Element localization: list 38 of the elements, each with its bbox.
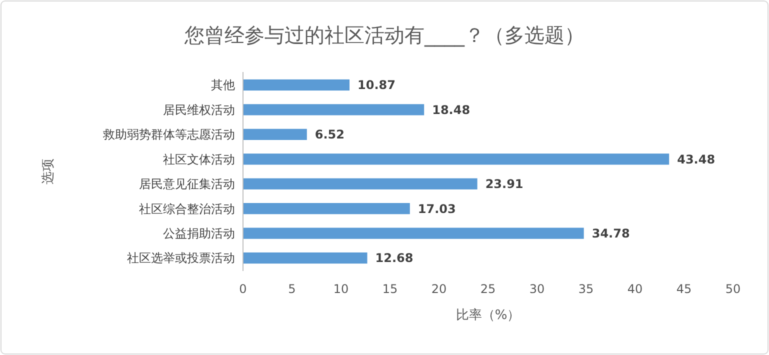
data-label: 43.48: [677, 152, 716, 166]
data-label: 23.91: [485, 177, 524, 192]
bar: [243, 203, 410, 214]
chart-title: 您曾经参与过的社区活动有____？（多选题）: [184, 23, 584, 47]
x-tick-label: 25: [480, 282, 496, 296]
y-tick-label: 社区文体活动: [163, 152, 235, 166]
bar: [243, 228, 584, 239]
x-tick-label: 40: [627, 282, 643, 296]
x-tick-label: 15: [382, 282, 398, 296]
x-tick-label: 10: [333, 282, 349, 296]
data-label: 10.87: [358, 78, 396, 92]
bar: [243, 178, 478, 190]
data-label: 17.03: [418, 202, 456, 216]
y-tick-label: 其他: [211, 78, 235, 92]
x-tick-label: 5: [288, 282, 296, 296]
y-axis-title: 选项: [41, 158, 56, 184]
y-tick-label: 救助弱势群体等志愿活动: [102, 128, 235, 142]
data-label: 12.68: [375, 251, 414, 266]
x-tick-label: 45: [676, 282, 692, 296]
x-tick-label: 35: [578, 282, 594, 296]
x-axis-title: 比率（%）: [456, 307, 520, 323]
data-label: 18.48: [432, 102, 470, 117]
y-tick-label: 社区选举或投票活动: [127, 251, 235, 266]
data-label: 6.52: [314, 128, 345, 142]
bar: [243, 79, 350, 91]
x-tick-label: 30: [529, 282, 545, 296]
x-tick-label: 0: [239, 282, 247, 296]
x-tick-label: 50: [725, 282, 741, 296]
bar: [243, 154, 670, 165]
bar: [243, 104, 424, 116]
bar: [243, 128, 307, 140]
y-tick-label: 居民意见征集活动: [139, 177, 235, 192]
y-tick-label: 居民维权活动: [163, 102, 235, 117]
y-tick-label: 公益捐助活动: [163, 226, 235, 240]
data-label: 34.78: [592, 226, 630, 240]
bar: [243, 252, 368, 264]
y-tick-label: 社区综合整治活动: [139, 202, 235, 216]
x-tick-label: 20: [431, 282, 447, 296]
